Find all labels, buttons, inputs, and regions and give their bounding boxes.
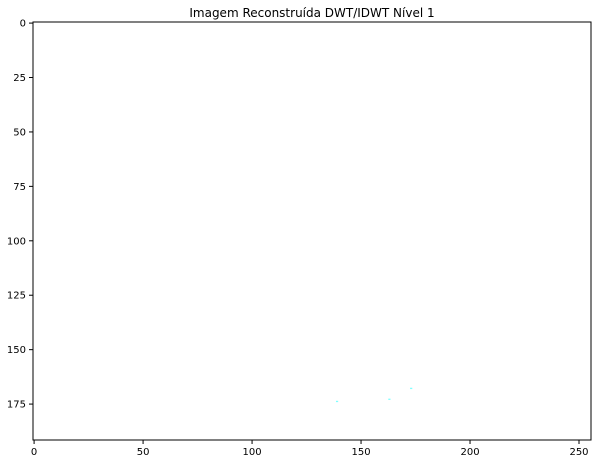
y-tick-label: 50	[13, 127, 26, 138]
y-tick-label: 25	[13, 73, 26, 84]
x-tick-label: 250	[569, 447, 588, 458]
x-tick-label: 0	[31, 447, 37, 458]
y-tick-label: 0	[20, 19, 26, 30]
pixel-mark-1	[335, 400, 339, 403]
pixel-mark-3	[410, 387, 413, 390]
x-tick-label: 200	[460, 447, 479, 458]
y-tick-label: 100	[7, 236, 26, 247]
y-tick-label: 175	[7, 400, 26, 411]
y-tick-label: 150	[7, 345, 26, 356]
y-tick-label: 75	[13, 182, 26, 193]
x-tick-label: 50	[137, 447, 150, 458]
plot-frame	[32, 21, 592, 441]
image-pixels	[335, 387, 413, 403]
y-tick-label: 125	[7, 291, 26, 302]
y-axis: 0 25 50 75 100 125 150 175	[7, 19, 33, 411]
x-axis: 0 50 100 150 200 250	[31, 440, 589, 458]
x-tick-label: 150	[351, 447, 370, 458]
chart-title: Imagem Reconstruída DWT/IDWT Nível 1	[189, 6, 434, 20]
pixel-mark-2	[388, 398, 391, 400]
x-tick-label: 100	[243, 447, 262, 458]
plot-area	[33, 22, 591, 440]
